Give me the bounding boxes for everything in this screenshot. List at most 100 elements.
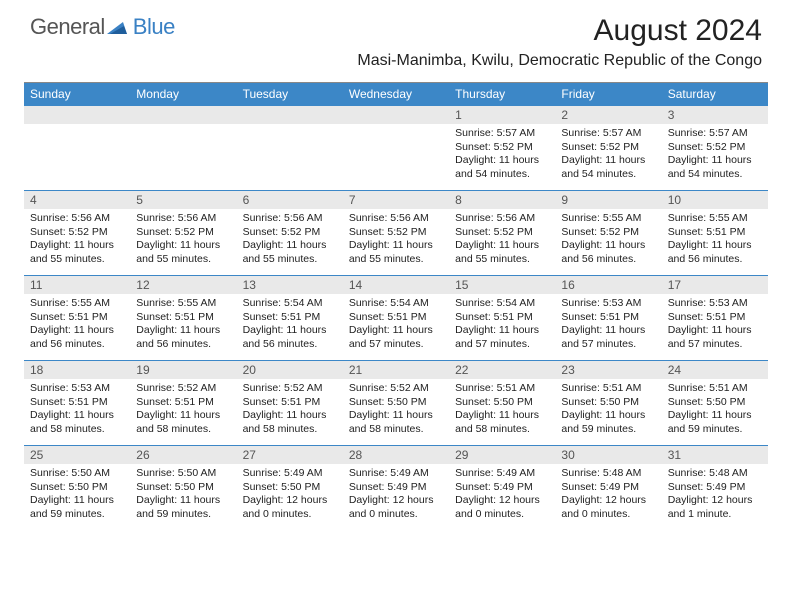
daylight-text: Daylight: 11 hours and 59 minutes. <box>136 494 230 521</box>
daylight-text: Daylight: 11 hours and 55 minutes. <box>243 239 337 266</box>
day-number: 14 <box>343 276 449 294</box>
daylight-text: Daylight: 11 hours and 57 minutes. <box>668 324 762 351</box>
sunrise-text: Sunrise: 5:56 AM <box>30 212 124 226</box>
day-number: 8 <box>449 191 555 209</box>
sunset-text: Sunset: 5:52 PM <box>455 141 549 155</box>
sunset-text: Sunset: 5:49 PM <box>349 481 443 495</box>
day-cell: Sunrise: 5:49 AMSunset: 5:49 PMDaylight:… <box>449 464 555 530</box>
day-cell: Sunrise: 5:52 AMSunset: 5:51 PMDaylight:… <box>237 379 343 445</box>
sunrise-text: Sunrise: 5:52 AM <box>349 382 443 396</box>
daylight-text: Daylight: 11 hours and 57 minutes. <box>455 324 549 351</box>
day-number: 1 <box>449 106 555 124</box>
day-number: 25 <box>24 446 130 464</box>
calendar: Sunday Monday Tuesday Wednesday Thursday… <box>24 82 768 530</box>
sunrise-text: Sunrise: 5:53 AM <box>561 297 655 311</box>
daylight-text: Daylight: 11 hours and 56 minutes. <box>561 239 655 266</box>
day-cell <box>130 124 236 190</box>
daylight-text: Daylight: 11 hours and 55 minutes. <box>455 239 549 266</box>
day-cell: Sunrise: 5:53 AMSunset: 5:51 PMDaylight:… <box>662 294 768 360</box>
daylight-text: Daylight: 11 hours and 55 minutes. <box>136 239 230 266</box>
sunrise-text: Sunrise: 5:57 AM <box>561 127 655 141</box>
logo-triangle-icon <box>107 18 131 36</box>
sunrise-text: Sunrise: 5:55 AM <box>30 297 124 311</box>
day-cell: Sunrise: 5:55 AMSunset: 5:51 PMDaylight:… <box>24 294 130 360</box>
day-number: 28 <box>343 446 449 464</box>
day-cell: Sunrise: 5:53 AMSunset: 5:51 PMDaylight:… <box>555 294 661 360</box>
daylight-text: Daylight: 11 hours and 55 minutes. <box>30 239 124 266</box>
sunrise-text: Sunrise: 5:48 AM <box>561 467 655 481</box>
day-number: 13 <box>237 276 343 294</box>
sunset-text: Sunset: 5:51 PM <box>349 311 443 325</box>
day-number-row: 11121314151617 <box>24 276 768 294</box>
sunset-text: Sunset: 5:51 PM <box>561 311 655 325</box>
day-number: 22 <box>449 361 555 379</box>
day-cell: Sunrise: 5:55 AMSunset: 5:52 PMDaylight:… <box>555 209 661 275</box>
day-number: 30 <box>555 446 661 464</box>
sunset-text: Sunset: 5:52 PM <box>349 226 443 240</box>
sunset-text: Sunset: 5:51 PM <box>668 311 762 325</box>
sunrise-text: Sunrise: 5:55 AM <box>561 212 655 226</box>
day-number: 4 <box>24 191 130 209</box>
weekday-header: Wednesday <box>343 83 449 105</box>
sunrise-text: Sunrise: 5:54 AM <box>455 297 549 311</box>
daylight-text: Daylight: 12 hours and 0 minutes. <box>455 494 549 521</box>
day-number: 5 <box>130 191 236 209</box>
sunset-text: Sunset: 5:50 PM <box>30 481 124 495</box>
sunrise-text: Sunrise: 5:52 AM <box>243 382 337 396</box>
day-number-row: 25262728293031 <box>24 446 768 464</box>
day-cell: Sunrise: 5:57 AMSunset: 5:52 PMDaylight:… <box>449 124 555 190</box>
weekday-header: Tuesday <box>237 83 343 105</box>
sunrise-text: Sunrise: 5:55 AM <box>668 212 762 226</box>
weekday-header: Friday <box>555 83 661 105</box>
sunset-text: Sunset: 5:52 PM <box>455 226 549 240</box>
daylight-text: Daylight: 11 hours and 57 minutes. <box>349 324 443 351</box>
day-number-row: 18192021222324 <box>24 361 768 379</box>
daylight-text: Daylight: 11 hours and 58 minutes. <box>136 409 230 436</box>
title-block: August 2024 Masi-Manimba, Kwilu, Democra… <box>357 14 762 70</box>
sunset-text: Sunset: 5:51 PM <box>243 311 337 325</box>
day-cell: Sunrise: 5:52 AMSunset: 5:51 PMDaylight:… <box>130 379 236 445</box>
day-cell: Sunrise: 5:56 AMSunset: 5:52 PMDaylight:… <box>237 209 343 275</box>
day-cell: Sunrise: 5:51 AMSunset: 5:50 PMDaylight:… <box>662 379 768 445</box>
weekday-header: Thursday <box>449 83 555 105</box>
day-cell: Sunrise: 5:50 AMSunset: 5:50 PMDaylight:… <box>130 464 236 530</box>
sunset-text: Sunset: 5:51 PM <box>136 311 230 325</box>
sunset-text: Sunset: 5:50 PM <box>668 396 762 410</box>
daylight-text: Daylight: 11 hours and 58 minutes. <box>243 409 337 436</box>
sunset-text: Sunset: 5:51 PM <box>136 396 230 410</box>
day-cell: Sunrise: 5:53 AMSunset: 5:51 PMDaylight:… <box>24 379 130 445</box>
day-number: 21 <box>343 361 449 379</box>
day-number: 24 <box>662 361 768 379</box>
day-number-row: 123 <box>24 106 768 124</box>
logo-text-blue: Blue <box>133 14 175 40</box>
day-number: 26 <box>130 446 236 464</box>
day-number: 16 <box>555 276 661 294</box>
sunset-text: Sunset: 5:51 PM <box>30 311 124 325</box>
daylight-text: Daylight: 11 hours and 56 minutes. <box>243 324 337 351</box>
sunset-text: Sunset: 5:51 PM <box>30 396 124 410</box>
daylight-text: Daylight: 11 hours and 59 minutes. <box>668 409 762 436</box>
sunset-text: Sunset: 5:50 PM <box>136 481 230 495</box>
sunset-text: Sunset: 5:52 PM <box>243 226 337 240</box>
day-number: 7 <box>343 191 449 209</box>
sunset-text: Sunset: 5:49 PM <box>455 481 549 495</box>
daylight-text: Daylight: 11 hours and 57 minutes. <box>561 324 655 351</box>
weekday-header-row: Sunday Monday Tuesday Wednesday Thursday… <box>24 83 768 105</box>
sunrise-text: Sunrise: 5:49 AM <box>455 467 549 481</box>
sunrise-text: Sunrise: 5:53 AM <box>30 382 124 396</box>
sunrise-text: Sunrise: 5:51 AM <box>455 382 549 396</box>
day-number: 18 <box>24 361 130 379</box>
day-number: 20 <box>237 361 343 379</box>
daylight-text: Daylight: 12 hours and 0 minutes. <box>243 494 337 521</box>
sunset-text: Sunset: 5:50 PM <box>455 396 549 410</box>
sunrise-text: Sunrise: 5:56 AM <box>455 212 549 226</box>
sunrise-text: Sunrise: 5:50 AM <box>30 467 124 481</box>
daylight-text: Daylight: 11 hours and 54 minutes. <box>455 154 549 181</box>
daylight-text: Daylight: 11 hours and 59 minutes. <box>561 409 655 436</box>
sunset-text: Sunset: 5:49 PM <box>668 481 762 495</box>
sunrise-text: Sunrise: 5:48 AM <box>668 467 762 481</box>
day-cell: Sunrise: 5:51 AMSunset: 5:50 PMDaylight:… <box>555 379 661 445</box>
day-number: 2 <box>555 106 661 124</box>
day-number: 29 <box>449 446 555 464</box>
daylight-text: Daylight: 11 hours and 58 minutes. <box>30 409 124 436</box>
